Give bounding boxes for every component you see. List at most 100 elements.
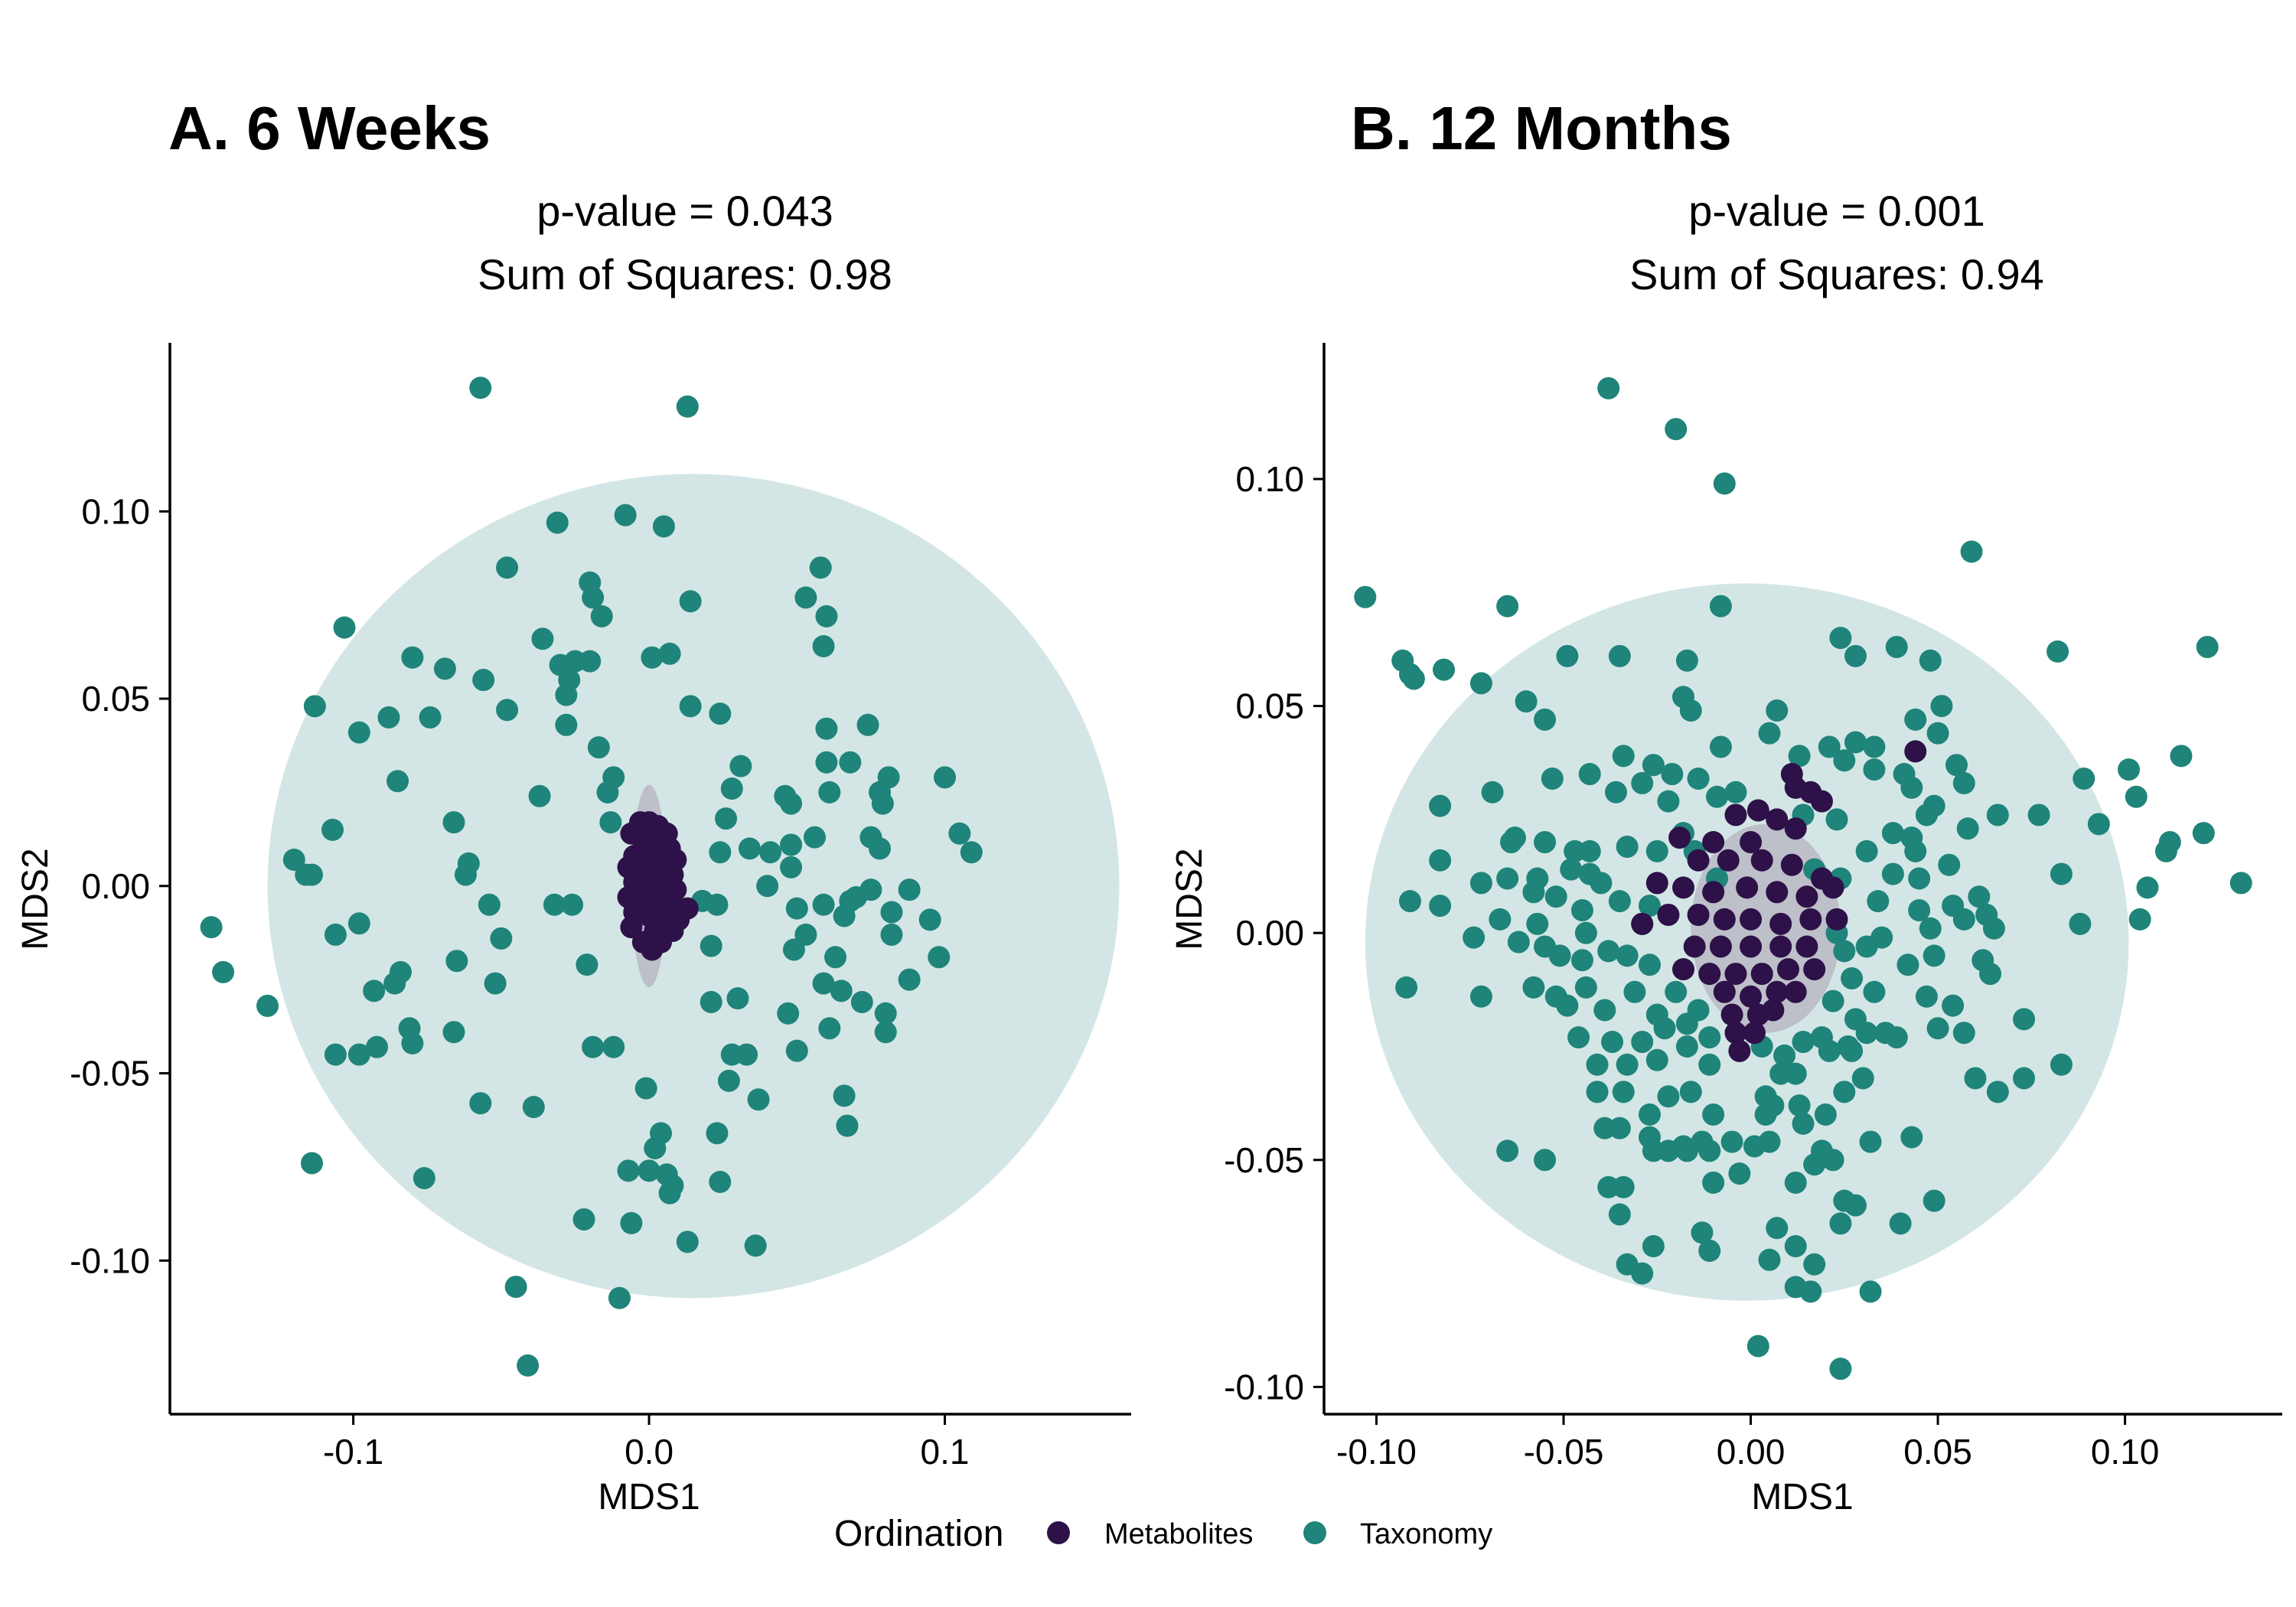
panel-b-taxonomy-point bbox=[1574, 921, 1597, 944]
panel-b-taxonomy-point bbox=[1758, 722, 1781, 745]
panel-b-metabolites-point bbox=[1825, 908, 1848, 931]
panel-b-taxonomy-point bbox=[1395, 976, 1418, 999]
panel-b-taxonomy-point bbox=[1754, 1103, 1777, 1126]
panel-a-taxonomy-point bbox=[676, 1231, 699, 1253]
panel-a-x-tick-label: 0.0 bbox=[625, 1432, 673, 1472]
panel-a-taxonomy-point bbox=[880, 923, 903, 946]
panel-a-taxonomy-point bbox=[856, 713, 879, 736]
panel-b-taxonomy-point bbox=[1982, 917, 2005, 940]
panel-a-taxonomy-point bbox=[614, 504, 637, 526]
panel-a-taxonomy-point bbox=[812, 893, 835, 916]
panel-a-taxonomy-point bbox=[812, 972, 835, 995]
panel-b-taxonomy-point bbox=[1829, 1358, 1852, 1380]
panel-a-taxonomy-point bbox=[363, 980, 386, 1002]
panel-b-taxonomy-point bbox=[1885, 1026, 1908, 1049]
panel-b-taxonomy-point bbox=[1766, 1217, 1789, 1240]
panel-a-taxonomy-point bbox=[608, 1286, 631, 1309]
panel-a-taxonomy-point bbox=[871, 792, 894, 815]
panel-b-metabolites-point bbox=[1795, 935, 1818, 958]
panel-a-taxonomy-point bbox=[759, 841, 782, 864]
panel-b-taxonomy-point bbox=[1469, 872, 1492, 895]
panel-b-taxonomy-point bbox=[1923, 944, 1945, 967]
panel-b-taxonomy-point bbox=[1728, 1162, 1751, 1185]
panel-a-taxonomy-point bbox=[599, 811, 622, 834]
panel-a-taxonomy-point bbox=[679, 695, 702, 718]
panel-b-taxonomy-point bbox=[1964, 1067, 1987, 1090]
panel-a-taxonomy-point bbox=[729, 755, 752, 777]
panel-b-taxonomy-point bbox=[1661, 763, 1684, 786]
panel-b-metabolites-point bbox=[1702, 881, 1725, 904]
panel-a-taxonomy-point bbox=[596, 781, 619, 804]
panel-b-taxonomy-point bbox=[1544, 885, 1567, 908]
panel-b-metabolites-point bbox=[1810, 790, 1833, 813]
panel-b-taxonomy-point bbox=[1885, 635, 1908, 658]
legend-title: Ordination bbox=[834, 1514, 1003, 1554]
panel-a-taxonomy-point bbox=[794, 586, 817, 609]
panel-a-taxonomy-point bbox=[496, 556, 519, 579]
panel-b-metabolites-point bbox=[1740, 908, 1763, 931]
panel-a-taxonomy-point bbox=[324, 1043, 347, 1066]
panel-a-taxonomy-point bbox=[517, 1354, 540, 1377]
panel-a-x-tick-label: -0.1 bbox=[323, 1432, 383, 1472]
panel-b-taxonomy-point bbox=[1855, 839, 1878, 862]
panel-a-taxonomy-point bbox=[777, 1002, 800, 1025]
panel-a-taxonomy-point bbox=[830, 980, 853, 1002]
panel-b-taxonomy-point bbox=[1814, 1103, 1837, 1126]
panel-b-x-tick-label: 0.10 bbox=[2091, 1432, 2160, 1472]
panel-a-taxonomy-point bbox=[756, 875, 779, 898]
panel-b-taxonomy-point bbox=[1844, 731, 1867, 754]
panel-b-taxonomy-point bbox=[1792, 1112, 1815, 1135]
panel-b-taxonomy-point bbox=[1818, 735, 1841, 758]
panel-b-taxonomy-point bbox=[2170, 745, 2193, 768]
panel-b-taxonomy-point bbox=[1952, 1022, 1975, 1045]
panel-b-taxonomy-point bbox=[1657, 790, 1680, 813]
panel-b-metabolites-point bbox=[1645, 872, 1668, 895]
panel-b-metabolites-point bbox=[1713, 980, 1736, 1003]
panel-a-taxonomy-point bbox=[815, 751, 838, 774]
panel-a-taxonomy-point bbox=[720, 777, 743, 800]
panel-b-taxonomy-point bbox=[1586, 1081, 1609, 1103]
panel-a-taxonomy-point bbox=[706, 893, 729, 916]
panel-a-taxonomy-point bbox=[282, 849, 305, 872]
panel-a-taxonomy-point bbox=[366, 1035, 389, 1058]
panel-a-taxonomy-point bbox=[709, 702, 732, 725]
panel-a-metabolites-point bbox=[620, 916, 643, 939]
panel-b-metabolites-point bbox=[1736, 876, 1759, 899]
panel-b-metabolites-point bbox=[1750, 963, 1773, 986]
panel-a-taxonomy-point bbox=[803, 826, 826, 849]
panel-a-taxonomy-point bbox=[782, 938, 805, 961]
panel-a-taxonomy-point bbox=[543, 893, 566, 916]
panel-b-taxonomy-point bbox=[1979, 963, 2002, 986]
panel-b-taxonomy-point bbox=[1570, 949, 1593, 972]
panel-b-taxonomy-point bbox=[1926, 1017, 1949, 1040]
legend: Ordination Metabolites Taxonomy bbox=[834, 1514, 1492, 1554]
panel-b-x-tick-label: 0.00 bbox=[1717, 1432, 1786, 1472]
panel-b-taxonomy-point bbox=[1657, 1085, 1680, 1108]
panel-a-y-axis-label: MDS2 bbox=[15, 848, 56, 950]
panel-b-taxonomy-point bbox=[1653, 1017, 1676, 1040]
panel-b-taxonomy-point bbox=[1534, 831, 1557, 854]
panel-b-taxonomy-point bbox=[2128, 908, 2151, 931]
panel-b-taxonomy-point bbox=[1522, 881, 1545, 904]
panel-b-metabolites-point bbox=[1717, 849, 1740, 872]
panel-a-y-tick-label: 0.00 bbox=[81, 866, 150, 906]
panel-b-taxonomy-point bbox=[1867, 890, 1890, 913]
panel-a-taxonomy-point bbox=[413, 1167, 435, 1190]
panel-b-taxonomy-point bbox=[1623, 980, 1646, 1003]
panel-b-taxonomy-point bbox=[1709, 735, 1732, 758]
panel-b-taxonomy-point bbox=[1469, 985, 1492, 1008]
panel-b-taxonomy-point bbox=[1792, 1031, 1815, 1054]
panel-a-y-tick-label: 0.05 bbox=[81, 679, 150, 719]
panel-b-taxonomy-point bbox=[1645, 839, 1668, 862]
panel-a-plot-area: -0.1 0.0 0.1 -0.10 -0.05 0.00 0.05 0.10 bbox=[70, 343, 1131, 1472]
panel-a-taxonomy-point bbox=[780, 856, 803, 878]
panel-b-metabolites-point bbox=[1780, 853, 1803, 876]
panel-a-taxonomy-point bbox=[546, 511, 569, 534]
panel-b-taxonomy-point bbox=[1859, 1280, 1882, 1303]
panel-b-metabolites-point bbox=[1769, 935, 1792, 958]
panel-a-taxonomy-point bbox=[735, 1043, 758, 1066]
panel-a-taxonomy-point bbox=[528, 784, 551, 807]
panel-a-taxonomy-point bbox=[948, 822, 971, 845]
panel-a-taxonomy-point bbox=[469, 1092, 492, 1115]
panel-b-taxonomy-point bbox=[1687, 767, 1710, 790]
